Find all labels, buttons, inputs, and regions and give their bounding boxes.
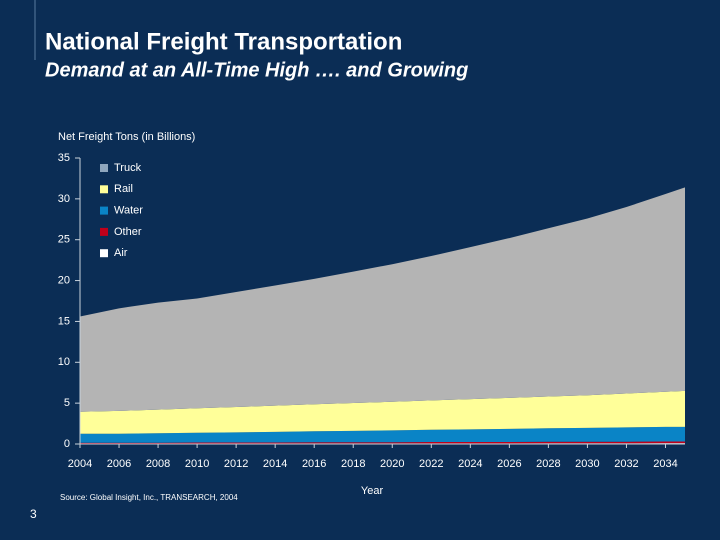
source: Source: Global Insight, Inc., TRANSEARCH… — [60, 493, 238, 502]
legend-swatch — [100, 164, 108, 172]
y-tick-label: 0 — [64, 438, 70, 450]
x-tick-label: 2010 — [185, 458, 209, 470]
area — [80, 187, 685, 412]
slide-number: 3 — [30, 507, 37, 521]
area — [80, 426, 685, 443]
legend-label: Water — [114, 205, 143, 217]
area — [80, 390, 685, 434]
x-tick-label: 2034 — [653, 458, 677, 470]
legend-swatch — [100, 227, 108, 236]
area — [80, 441, 685, 444]
x-tick-label: 2024 — [458, 458, 482, 470]
x-tick-label: 2004 — [68, 458, 92, 470]
y-tick-label: 35 — [58, 152, 70, 164]
x-tick-label: 2020 — [380, 458, 404, 470]
y-tick-label: 15 — [58, 315, 70, 327]
legend-swatch — [100, 249, 108, 258]
x-tick-label: 2014 — [263, 458, 287, 470]
x-tick-label: 2022 — [419, 458, 443, 470]
y-axis-label: Net Freight Tons (in Billions) — [58, 131, 195, 143]
legend-label: Other — [114, 226, 142, 238]
y-tick-label: 5 — [64, 397, 70, 409]
legend-swatch — [100, 185, 108, 194]
x-tick-label: 2012 — [224, 458, 248, 470]
x-tick-label: 2018 — [341, 458, 365, 470]
legend-label: Air — [114, 247, 128, 259]
legend-swatch — [100, 206, 108, 215]
y-tick-label: 20 — [58, 274, 70, 286]
x-tick-label: 2006 — [107, 458, 131, 470]
x-tick-label: 2032 — [614, 458, 638, 470]
x-tick-label: 2026 — [497, 458, 521, 470]
legend-label: Truck — [114, 162, 142, 174]
x-tick-label: 2028 — [536, 458, 560, 470]
subtitle: Demand at an All-Time High …. and Growin… — [45, 59, 468, 81]
legend-label: Rail — [114, 183, 133, 195]
y-tick-label: 25 — [58, 234, 70, 246]
x-axis-label: Year — [361, 485, 384, 497]
x-tick-label: 2008 — [146, 458, 170, 470]
x-tick-label: 2016 — [302, 458, 326, 470]
x-tick-label: 2030 — [575, 458, 599, 470]
y-tick-label: 30 — [58, 193, 70, 205]
y-tick-label: 10 — [58, 356, 70, 368]
title: National Freight Transportation — [45, 28, 402, 55]
